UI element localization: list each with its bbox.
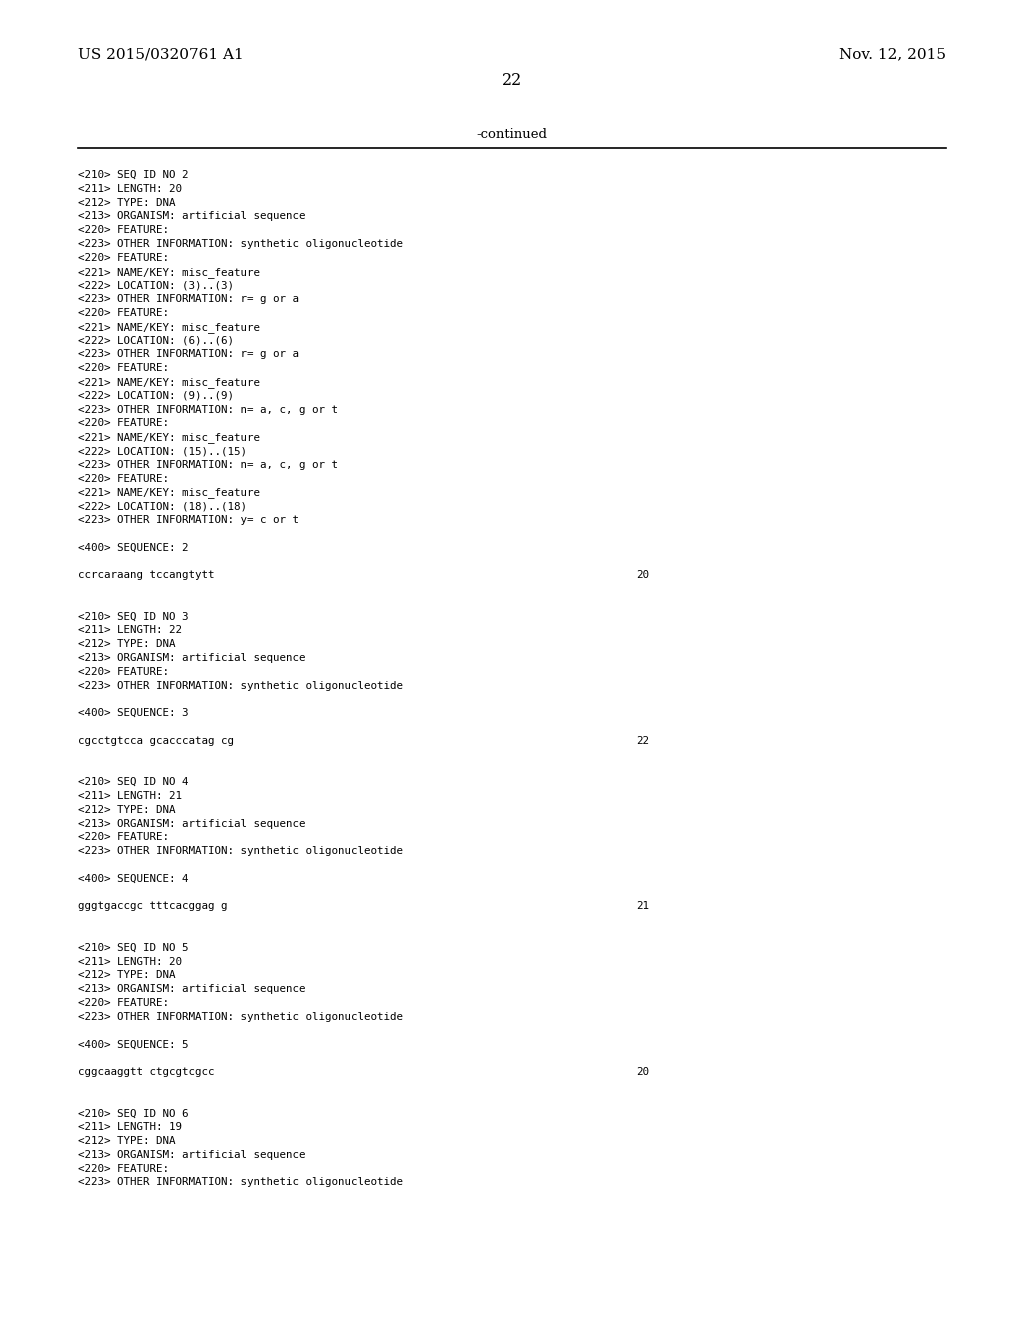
Text: <213> ORGANISM: artificial sequence: <213> ORGANISM: artificial sequence bbox=[78, 653, 305, 663]
Text: cggcaaggtt ctgcgtcgcc: cggcaaggtt ctgcgtcgcc bbox=[78, 1067, 214, 1077]
Text: 21: 21 bbox=[636, 902, 649, 911]
Text: <220> FEATURE:: <220> FEATURE: bbox=[78, 308, 169, 318]
Text: <211> LENGTH: 19: <211> LENGTH: 19 bbox=[78, 1122, 182, 1133]
Text: <213> ORGANISM: artificial sequence: <213> ORGANISM: artificial sequence bbox=[78, 1150, 305, 1160]
Text: <221> NAME/KEY: misc_feature: <221> NAME/KEY: misc_feature bbox=[78, 322, 260, 333]
Text: <221> NAME/KEY: misc_feature: <221> NAME/KEY: misc_feature bbox=[78, 378, 260, 388]
Text: gggtgaccgc tttcacggag g: gggtgaccgc tttcacggag g bbox=[78, 902, 227, 911]
Text: <223> OTHER INFORMATION: r= g or a: <223> OTHER INFORMATION: r= g or a bbox=[78, 294, 299, 304]
Text: <221> NAME/KEY: misc_feature: <221> NAME/KEY: misc_feature bbox=[78, 432, 260, 444]
Text: <212> TYPE: DNA: <212> TYPE: DNA bbox=[78, 639, 175, 649]
Text: <221> NAME/KEY: misc_feature: <221> NAME/KEY: misc_feature bbox=[78, 267, 260, 277]
Text: <223> OTHER INFORMATION: synthetic oligonucleotide: <223> OTHER INFORMATION: synthetic oligo… bbox=[78, 846, 403, 857]
Text: <223> OTHER INFORMATION: r= g or a: <223> OTHER INFORMATION: r= g or a bbox=[78, 350, 299, 359]
Text: 22: 22 bbox=[502, 73, 522, 88]
Text: <211> LENGTH: 21: <211> LENGTH: 21 bbox=[78, 791, 182, 801]
Text: Nov. 12, 2015: Nov. 12, 2015 bbox=[839, 48, 946, 61]
Text: <210> SEQ ID NO 3: <210> SEQ ID NO 3 bbox=[78, 611, 188, 622]
Text: <223> OTHER INFORMATION: synthetic oligonucleotide: <223> OTHER INFORMATION: synthetic oligo… bbox=[78, 681, 403, 690]
Text: <220> FEATURE:: <220> FEATURE: bbox=[78, 833, 169, 842]
Text: <220> FEATURE:: <220> FEATURE: bbox=[78, 226, 169, 235]
Text: <212> TYPE: DNA: <212> TYPE: DNA bbox=[78, 970, 175, 981]
Text: <222> LOCATION: (15)..(15): <222> LOCATION: (15)..(15) bbox=[78, 446, 247, 455]
Text: <400> SEQUENCE: 2: <400> SEQUENCE: 2 bbox=[78, 543, 188, 553]
Text: <213> ORGANISM: artificial sequence: <213> ORGANISM: artificial sequence bbox=[78, 818, 305, 829]
Text: <220> FEATURE:: <220> FEATURE: bbox=[78, 253, 169, 263]
Text: <223> OTHER INFORMATION: synthetic oligonucleotide: <223> OTHER INFORMATION: synthetic oligo… bbox=[78, 1012, 403, 1022]
Text: <212> TYPE: DNA: <212> TYPE: DNA bbox=[78, 805, 175, 814]
Text: <212> TYPE: DNA: <212> TYPE: DNA bbox=[78, 1137, 175, 1146]
Text: <211> LENGTH: 20: <211> LENGTH: 20 bbox=[78, 183, 182, 194]
Text: <212> TYPE: DNA: <212> TYPE: DNA bbox=[78, 198, 175, 207]
Text: <220> FEATURE:: <220> FEATURE: bbox=[78, 998, 169, 1008]
Text: ccrcaraang tccangtytt: ccrcaraang tccangtytt bbox=[78, 570, 214, 581]
Text: 20: 20 bbox=[636, 1067, 649, 1077]
Text: <400> SEQUENCE: 5: <400> SEQUENCE: 5 bbox=[78, 1039, 188, 1049]
Text: <223> OTHER INFORMATION: synthetic oligonucleotide: <223> OTHER INFORMATION: synthetic oligo… bbox=[78, 239, 403, 249]
Text: <223> OTHER INFORMATION: synthetic oligonucleotide: <223> OTHER INFORMATION: synthetic oligo… bbox=[78, 1177, 403, 1188]
Text: 20: 20 bbox=[636, 570, 649, 581]
Text: <220> FEATURE:: <220> FEATURE: bbox=[78, 363, 169, 374]
Text: <210> SEQ ID NO 6: <210> SEQ ID NO 6 bbox=[78, 1109, 188, 1118]
Text: <223> OTHER INFORMATION: n= a, c, g or t: <223> OTHER INFORMATION: n= a, c, g or t bbox=[78, 405, 338, 414]
Text: <223> OTHER INFORMATION: n= a, c, g or t: <223> OTHER INFORMATION: n= a, c, g or t bbox=[78, 459, 338, 470]
Text: <210> SEQ ID NO 4: <210> SEQ ID NO 4 bbox=[78, 777, 188, 787]
Text: <222> LOCATION: (3)..(3): <222> LOCATION: (3)..(3) bbox=[78, 280, 234, 290]
Text: <222> LOCATION: (9)..(9): <222> LOCATION: (9)..(9) bbox=[78, 391, 234, 401]
Text: <222> LOCATION: (6)..(6): <222> LOCATION: (6)..(6) bbox=[78, 335, 234, 346]
Text: <220> FEATURE:: <220> FEATURE: bbox=[78, 1164, 169, 1173]
Text: <210> SEQ ID NO 2: <210> SEQ ID NO 2 bbox=[78, 170, 188, 180]
Text: <211> LENGTH: 22: <211> LENGTH: 22 bbox=[78, 626, 182, 635]
Text: <222> LOCATION: (18)..(18): <222> LOCATION: (18)..(18) bbox=[78, 502, 247, 511]
Text: <220> FEATURE:: <220> FEATURE: bbox=[78, 474, 169, 483]
Text: <213> ORGANISM: artificial sequence: <213> ORGANISM: artificial sequence bbox=[78, 211, 305, 222]
Text: <213> ORGANISM: artificial sequence: <213> ORGANISM: artificial sequence bbox=[78, 985, 305, 994]
Text: <221> NAME/KEY: misc_feature: <221> NAME/KEY: misc_feature bbox=[78, 487, 260, 499]
Text: 22: 22 bbox=[636, 735, 649, 746]
Text: <220> FEATURE:: <220> FEATURE: bbox=[78, 418, 169, 429]
Text: <210> SEQ ID NO 5: <210> SEQ ID NO 5 bbox=[78, 942, 188, 953]
Text: US 2015/0320761 A1: US 2015/0320761 A1 bbox=[78, 48, 244, 61]
Text: <400> SEQUENCE: 4: <400> SEQUENCE: 4 bbox=[78, 874, 188, 884]
Text: -continued: -continued bbox=[476, 128, 548, 141]
Text: cgcctgtcca gcacccatag cg: cgcctgtcca gcacccatag cg bbox=[78, 735, 234, 746]
Text: <211> LENGTH: 20: <211> LENGTH: 20 bbox=[78, 957, 182, 966]
Text: <223> OTHER INFORMATION: y= c or t: <223> OTHER INFORMATION: y= c or t bbox=[78, 515, 299, 525]
Text: <220> FEATURE:: <220> FEATURE: bbox=[78, 667, 169, 677]
Text: <400> SEQUENCE: 3: <400> SEQUENCE: 3 bbox=[78, 709, 188, 718]
